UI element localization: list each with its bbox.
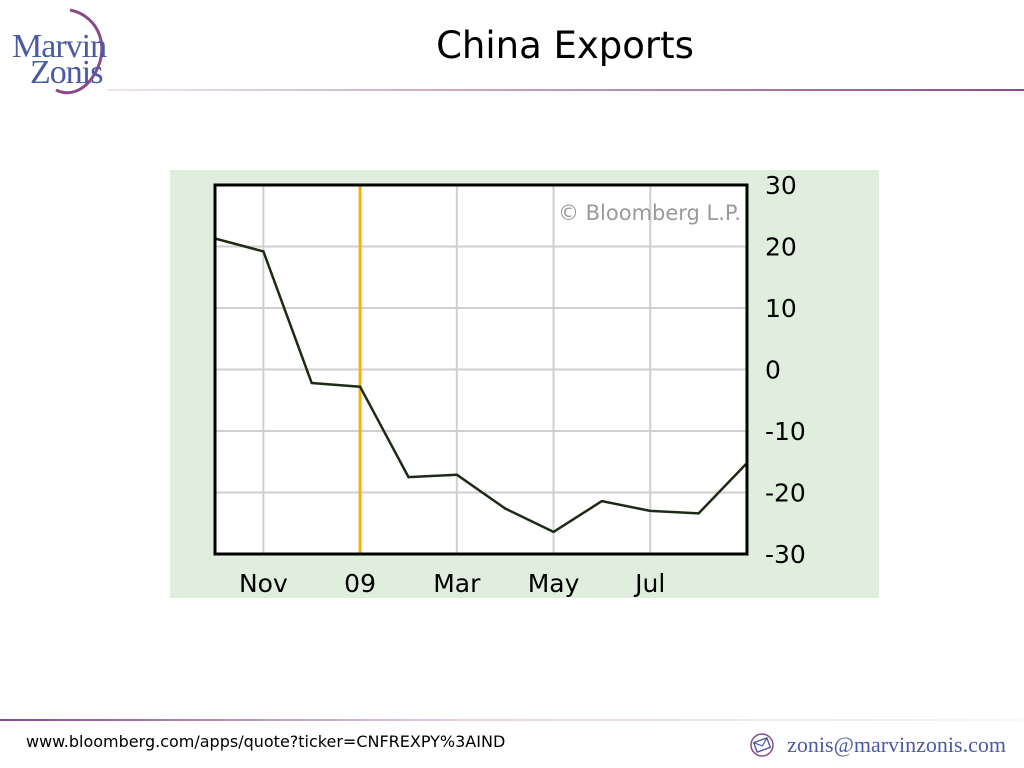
line-chart: 30 20 10 0 -10 -20 -30 Nov 09 Mar May Jul © Bloomber… — [213, 171, 806, 598]
y-tick-label: 0 — [765, 356, 781, 385]
data-point — [455, 473, 458, 476]
y-tick-label: -30 — [765, 540, 806, 569]
x-tick-label: May — [528, 569, 580, 598]
bloomberg-watermark: © Bloomberg L.P. — [558, 201, 741, 225]
chart-panel: 30 20 10 0 -10 -20 -30 Nov 09 Mar May Jul © Bloomber… — [170, 170, 879, 598]
x-tick-label: Mar — [433, 569, 481, 598]
contact-email[interactable]: zonis@marvinzonis.com — [787, 732, 1006, 757]
data-point — [407, 475, 410, 479]
data-point — [697, 512, 700, 515]
marvin-zonis-logo: Marvin Zonis — [8, 6, 138, 98]
data-point — [358, 385, 362, 388]
source-url: www.bloomberg.com/apps/quote?ticker=CNFR… — [26, 732, 506, 751]
x-tick-label: Nov — [239, 569, 288, 598]
x-tick-label: Jul — [633, 569, 665, 598]
header-divider — [108, 89, 1024, 91]
data-point — [262, 250, 265, 253]
y-tick-label: 20 — [765, 233, 797, 262]
data-point — [649, 509, 652, 513]
plot-border — [213, 183, 749, 556]
page-title: China Exports — [436, 24, 694, 67]
y-tick-label: -20 — [765, 479, 806, 508]
logo-text-line2: Zonis — [30, 54, 103, 91]
contact: zonis@marvinzonis.com — [749, 732, 1006, 758]
y-tick-label: -10 — [765, 417, 806, 446]
footer-divider — [0, 719, 1024, 721]
data-point — [310, 381, 313, 385]
data-point — [600, 499, 604, 503]
y-tick-label: 10 — [765, 294, 797, 323]
data-point — [504, 507, 507, 510]
y-tick-label: 30 — [765, 171, 797, 200]
data-point — [552, 530, 555, 534]
x-tick-label: 09 — [344, 569, 376, 598]
logo-swoosh-icon — [55, 8, 104, 95]
mail-icon — [750, 733, 774, 757]
logo-text-line1: Marvin — [12, 28, 107, 65]
series-line — [214, 237, 748, 534]
